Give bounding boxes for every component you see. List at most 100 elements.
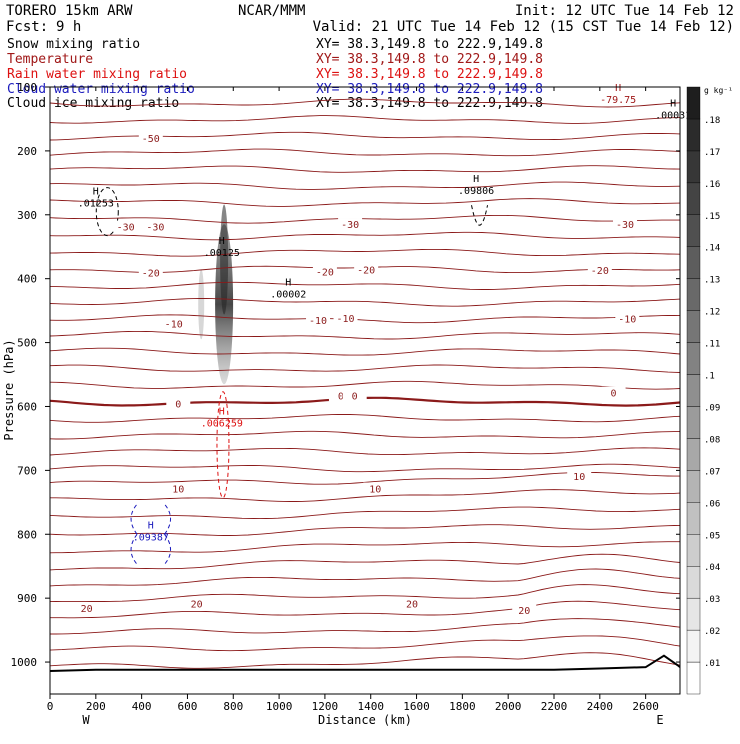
temperature-contour-label: -20	[357, 265, 375, 276]
center-title: NCAR/MMM	[238, 3, 305, 19]
temperature-contour-label: -10	[336, 314, 354, 325]
extremum-marker: H	[219, 236, 225, 247]
colorbar-tick-label: .04	[704, 563, 720, 573]
extremum-value: .00031	[655, 111, 691, 122]
x-tick-label: 1600	[403, 700, 430, 713]
x-tick-label: 1000	[266, 700, 293, 713]
colorbar-tick-label: .07	[704, 467, 720, 477]
x-tick-label: 0	[47, 700, 54, 713]
init-time: Init: 12 UTC Tue 14 Feb 12	[515, 3, 734, 19]
contour-label-bg	[312, 265, 337, 278]
temperature-contour-label: -10	[309, 316, 327, 327]
extrema-labels: H-79.75 H.00031H.01253H.09806H.00125H.000…	[78, 83, 691, 543]
snow-weak	[198, 269, 205, 340]
extremum-value: .00002	[270, 289, 306, 300]
temperature-contour-label: -30	[616, 220, 634, 231]
y-tick-label: 900	[17, 592, 37, 605]
colorbar-swatch	[686, 661, 701, 695]
colorbar-swatch	[686, 150, 701, 184]
legend-name-temperature: Temperature	[7, 52, 93, 67]
temperature-contour-label: 20	[191, 600, 203, 611]
extremum-value: -79.75	[600, 95, 636, 106]
mixing-ratio-contours	[95, 187, 489, 565]
extremum-marker: H	[148, 520, 154, 531]
legend-name-cloud-water: Cloud water mixing ratio	[7, 82, 195, 97]
forecast-label: Fcst:	[6, 19, 48, 35]
contour-label-bg	[166, 397, 191, 410]
temperature-contour-label: -20	[316, 267, 334, 278]
legend-name-rain: Rain water mixing ratio	[7, 67, 187, 82]
contour-label-bg	[113, 220, 138, 233]
temperature-contour-label: -30	[117, 223, 135, 234]
y-tick-label: 300	[17, 209, 37, 222]
legend-range-snow: XY= 38.3,149.8 to 222.9,149.8	[316, 37, 543, 52]
extremum-marker: H	[473, 174, 479, 185]
temperature-contour-line	[50, 414, 680, 423]
temperature-contour-label: 0	[352, 391, 358, 402]
y-tick-label: 200	[17, 145, 37, 158]
y-tick-label: 800	[17, 528, 37, 541]
x-tick-label: 200	[86, 700, 106, 713]
colorbar-tick-label: .18	[704, 116, 720, 126]
temperature-contour-line	[50, 568, 680, 587]
temperature-contour-line	[50, 231, 680, 241]
valid-time: Valid: 21 UTC Tue 14 Feb 12 (15 CST Tue …	[313, 19, 734, 35]
temperature-contour-line	[50, 553, 680, 571]
colorbar-swatch	[686, 182, 701, 215]
extremum-marker: H	[670, 99, 676, 110]
contour-label-bg	[354, 263, 379, 276]
temperature-contour-line	[50, 165, 680, 173]
colorbar-tick-label: .13	[704, 276, 720, 286]
west-label: W	[82, 713, 90, 727]
temperature-contour-label: -50	[142, 134, 160, 145]
temperature-contour-label: 0	[338, 391, 344, 402]
colorbar-tick-label: .17	[704, 148, 720, 158]
temperature-contour-line	[50, 524, 680, 536]
model-title: TORERO 15km ARW	[6, 3, 133, 19]
plot-frame	[49, 86, 681, 695]
temperature-contour-labels: -50 -30 -30 -30 -30 -20 -20 -20 -20 -10 -10 -10 -10 0…	[74, 131, 640, 617]
x-tick-label: 2400	[587, 700, 614, 713]
colorbar-swatch	[686, 278, 701, 311]
cloud-water-contour	[130, 503, 172, 565]
contour-label-bg	[184, 597, 209, 610]
x-axis-label: Distance (km)	[318, 713, 412, 727]
temperature-contour-line	[50, 489, 680, 502]
legend-range-rain: XY= 38.3,149.8 to 222.9,149.8	[316, 67, 543, 82]
temperature-contour-line	[50, 430, 680, 440]
contour-label-bg	[567, 469, 592, 482]
temperature-contour-label: 0	[611, 389, 617, 400]
temperature-contour-line	[50, 214, 680, 224]
contour-label-bg	[166, 482, 191, 495]
colorbar-tick-label: .16	[704, 180, 720, 190]
temperature-contour-label: 10	[369, 485, 381, 496]
legend-name-cloud-ice: Cloud ice mixing ratio	[7, 96, 179, 111]
colorbar-swatch	[686, 438, 701, 471]
x-tick-label: 1400	[357, 700, 384, 713]
colorbar-swatch	[686, 118, 701, 152]
colorbar-tick-label: .06	[704, 499, 720, 509]
temperature-contour-label: -30	[146, 223, 164, 234]
colorbar-swatch	[686, 86, 701, 120]
x-tick-label: 800	[223, 700, 243, 713]
y-axis-label: Pressure (hPa)	[2, 339, 16, 440]
temperature-contour-line	[50, 330, 680, 340]
temperature-contour-line	[50, 652, 680, 669]
colorbar-swatch	[686, 374, 701, 407]
x-tick-label: 1800	[449, 700, 476, 713]
colorbar-tick-label: .15	[704, 212, 720, 222]
temperature-contour-label: -20	[591, 266, 609, 277]
x-tick-label: 2600	[632, 700, 659, 713]
contour-label-bg	[613, 218, 638, 231]
temperature-contour-line	[50, 248, 680, 257]
x-tick-label: 1200	[312, 700, 339, 713]
temperature-contour-label: -30	[341, 220, 359, 231]
contour-label-bg	[615, 312, 640, 325]
extremum-marker: H	[219, 407, 225, 418]
temperature-contour-line	[50, 314, 680, 324]
temperature-contour-line	[50, 541, 680, 554]
x-tick-label: 2000	[495, 700, 522, 713]
colorbar-tick-label: .1	[704, 372, 715, 382]
